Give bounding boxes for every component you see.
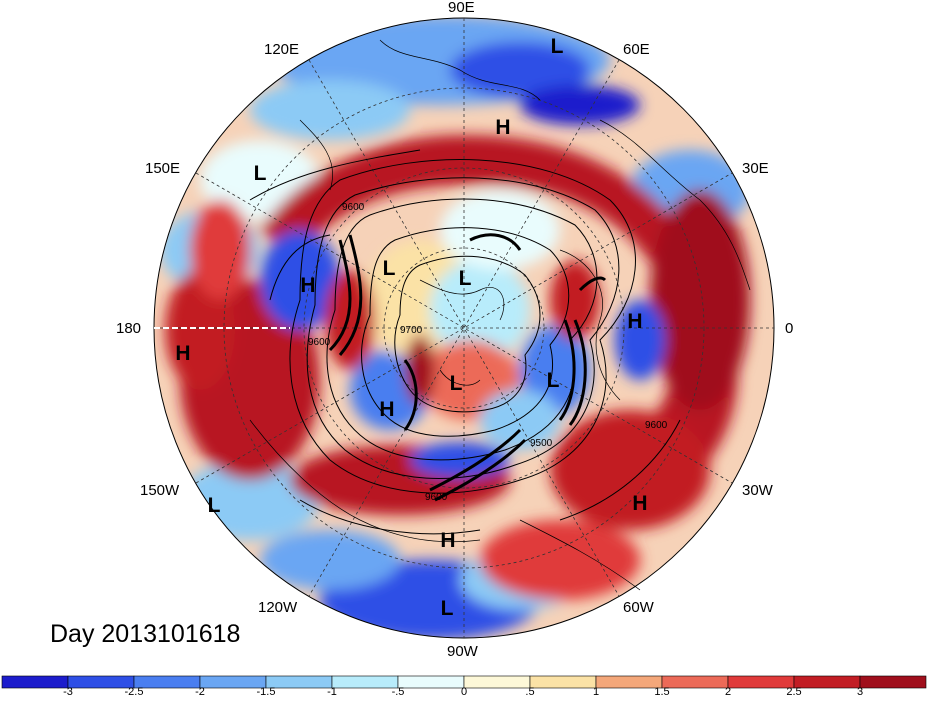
lon-label-60e: 60E: [623, 41, 650, 58]
colorbar-tick-label: -3: [63, 686, 73, 698]
lon-label-60w: 60W: [623, 599, 654, 616]
colorbar-swatch: [265, 675, 333, 689]
low-center: L: [547, 369, 560, 392]
low-center: L: [441, 597, 454, 620]
lon-label-180: 180: [116, 320, 142, 337]
high-center: H: [495, 116, 510, 139]
contour-label: 9600: [645, 420, 668, 431]
lon-label-90e: 90E: [448, 0, 475, 16]
coastlines: [249, 39, 751, 591]
low-center: L: [383, 257, 396, 280]
pressure-centers: L H L H L L H L L H H L H H L: [175, 35, 647, 620]
colorbar-tick-label: 3: [856, 686, 864, 698]
colorbar-tick-label: -2: [195, 686, 205, 698]
colorbar: [1, 675, 927, 689]
map-title: Day 2013101618: [50, 620, 241, 648]
colorbar-tick-label: -1: [327, 686, 337, 698]
contour-label: 9600: [308, 337, 331, 348]
high-center: H: [627, 310, 642, 333]
lon-label-120e: 120E: [264, 41, 300, 58]
colorbar-swatch: [463, 675, 531, 689]
height-contours: [249, 149, 681, 535]
colorbar-swatch: [331, 675, 399, 689]
colorbar-tick-label: 0: [460, 686, 468, 698]
colorbar-swatch: [595, 675, 663, 689]
colorbar-swatch: [529, 675, 597, 689]
colorbar-tick-label: 1: [592, 686, 600, 698]
contour-label: 9600: [342, 202, 365, 213]
colorbar-swatch: [859, 675, 927, 689]
contour-label: 9700: [400, 325, 423, 336]
colorbar-tick-label: -1.5: [256, 686, 276, 698]
colorbar-swatch: [1, 675, 69, 689]
jet-contours: [328, 233, 607, 502]
contour-labels: 9600 9700 9600 9500 9600 9600: [308, 202, 668, 503]
lon-label-150w: 150W: [140, 482, 180, 499]
colorbar-swatch: [727, 675, 795, 689]
contour-label: 9500: [530, 438, 553, 449]
contour-label: 9600: [425, 492, 448, 503]
high-center: H: [175, 342, 190, 365]
colorbar-swatch: [133, 675, 201, 689]
graticule: [154, 18, 774, 638]
colorbar-tick-label: 2: [724, 686, 732, 698]
high-center: H: [300, 274, 315, 297]
high-center: H: [632, 492, 647, 515]
colorbar-swatch: [793, 675, 861, 689]
lon-label-90w: 90W: [447, 643, 478, 660]
lon-label-30w: 30W: [742, 482, 773, 499]
colorbar-swatch: [397, 675, 465, 689]
anomaly-field: [154, 18, 774, 638]
colorbar-tick-label: -2.5: [124, 686, 144, 698]
high-center: H: [440, 529, 455, 552]
colorbar-tick-label: -.5: [391, 686, 405, 698]
low-center: L: [459, 267, 472, 290]
low-center: L: [551, 35, 564, 58]
lon-label-0: 0: [785, 320, 794, 337]
colorbar-swatch: [661, 675, 729, 689]
low-center: L: [208, 494, 221, 517]
lon-label-30e: 30E: [742, 160, 769, 177]
lon-label-150e: 150E: [145, 160, 181, 177]
colorbar-tick-label: 1.5: [654, 686, 670, 698]
low-center: L: [254, 162, 267, 185]
colorbar-tick-label: .5: [525, 686, 535, 698]
high-center: H: [379, 398, 394, 421]
colorbar-tick-label: 2.5: [786, 686, 802, 698]
low-center: L: [450, 372, 463, 395]
lon-label-120w: 120W: [258, 599, 298, 616]
